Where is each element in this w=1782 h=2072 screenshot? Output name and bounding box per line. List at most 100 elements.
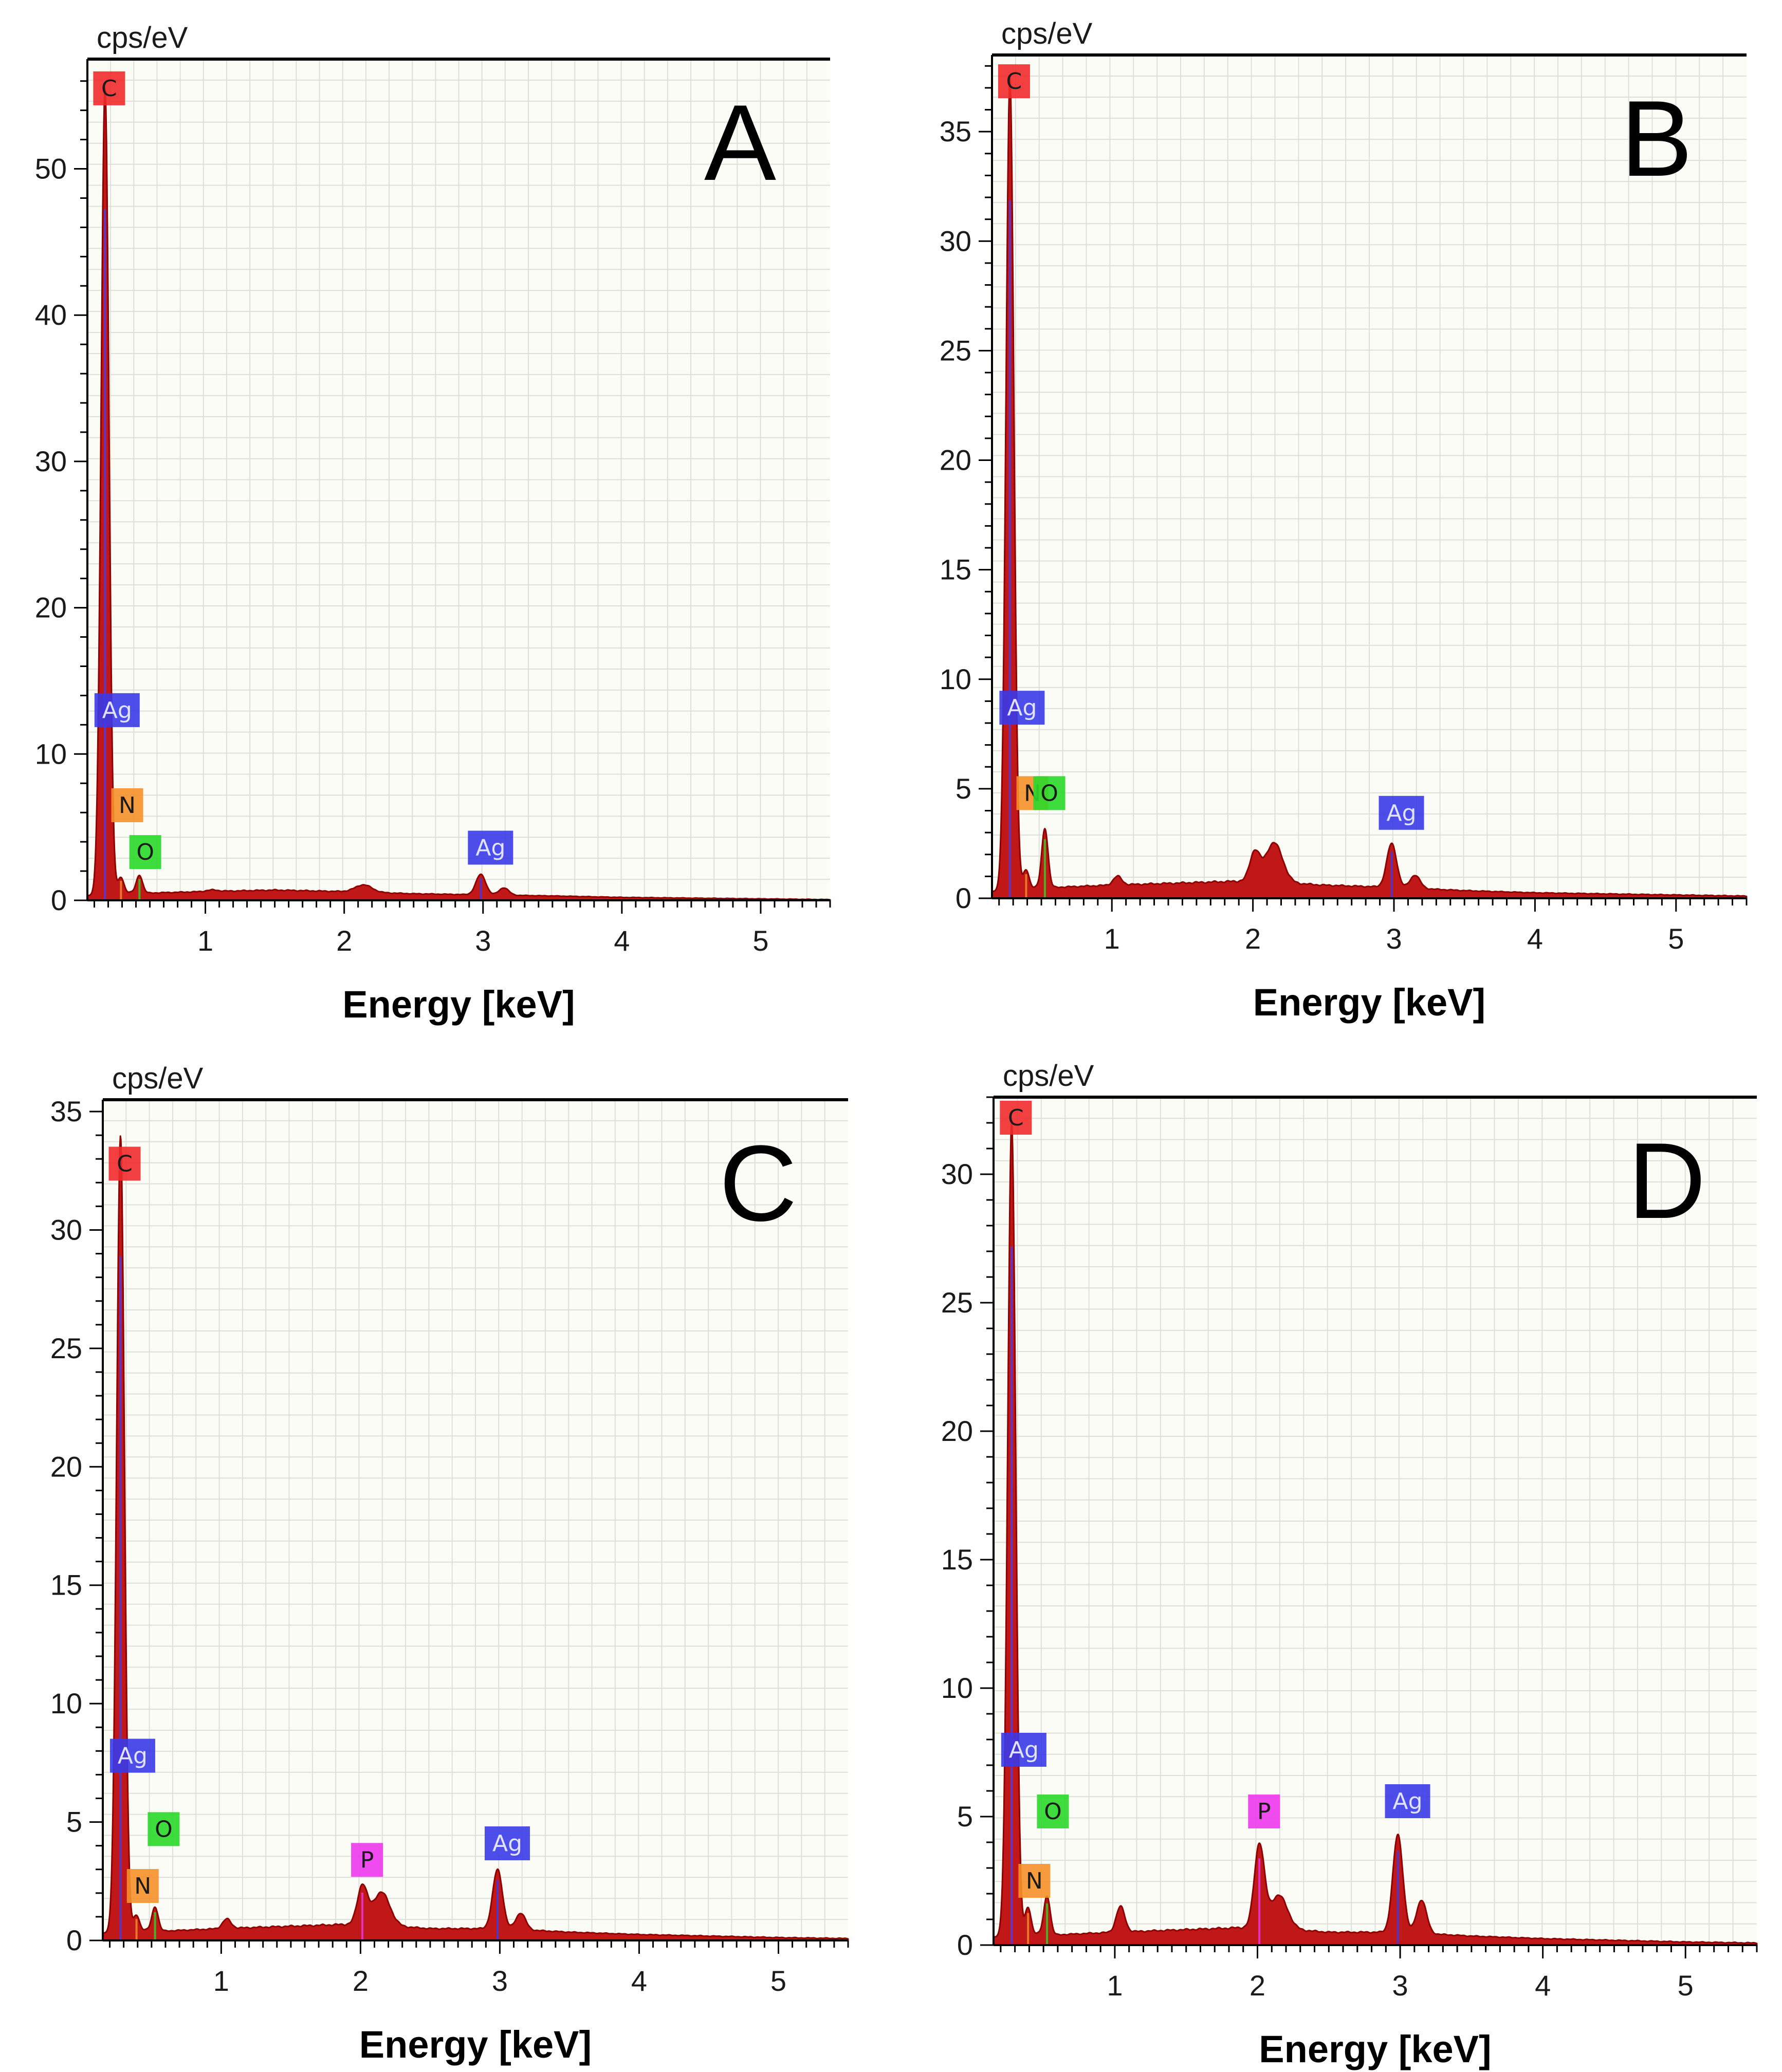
peak-label-text: Ag (1387, 800, 1417, 826)
y-tick-label: 5 (957, 1800, 973, 1833)
peak-label-text: O (1044, 1799, 1062, 1825)
peak-label-n: N (111, 788, 143, 822)
peak-label-box (1001, 1733, 1046, 1767)
spectrum-panel-a: 0 10 20 30 40 50 1 2 3 4 5 cps/eV Energy [keV] A C Ag NO… (35, 21, 831, 1026)
x-tick-label: 3 (475, 924, 491, 957)
grid-lines (992, 55, 1747, 898)
peak-label-box (998, 64, 1030, 99)
x-tick-label: 3 (1386, 922, 1402, 955)
y-tick-label: 20 (941, 1415, 973, 1447)
y-tick-label: 30 (50, 1213, 82, 1246)
peak-label-p: P (1248, 1794, 1280, 1828)
x-tick-label: 5 (752, 924, 768, 957)
peak-label-box (1018, 1864, 1051, 1898)
peak-label-box (109, 1738, 155, 1773)
grid-lines (87, 59, 830, 900)
y-tick-label: 5 (66, 1806, 82, 1838)
y-tick-label: 25 (940, 334, 971, 366)
peak-label-c: C (1000, 1101, 1032, 1135)
peak-label-o: O (129, 835, 161, 869)
panel-letter: D (1628, 1120, 1706, 1241)
peak-label-box (93, 71, 125, 105)
spectrum-panel-b: 0 5 10 15 20 25 30 35 1 2 3 4 5 cps/eV Energy [keV] B C A… (940, 17, 1748, 1024)
peak-label-text: Ag (102, 697, 132, 724)
x-tick-label: 2 (1245, 922, 1261, 955)
peak-label-text: N (1026, 1868, 1043, 1894)
x-tick-label: 2 (1250, 1969, 1265, 2002)
y-tick-label: 0 (66, 1924, 82, 1956)
spectrum-area (102, 1135, 849, 1941)
peak-label-box (148, 1812, 180, 1846)
x-tick-label: 3 (492, 1965, 508, 1997)
x-tick-label: 5 (1668, 922, 1684, 955)
spectrum-panel-c: 0 5 10 15 20 25 30 35 1 2 3 4 5 cps/eV Energy [keV] C C A… (50, 1062, 849, 2066)
x-tick-label: 4 (614, 924, 630, 957)
y-tick-label: 10 (941, 1672, 973, 1704)
x-tick-label: 2 (336, 924, 352, 957)
spectrum-panel-d: 0 5 10 15 20 25 30 1 2 3 4 5 cps/eV Energy [keV] D C Ag O… (941, 1059, 1758, 2070)
peak-label-box (1000, 1101, 1032, 1135)
peak-label-ag: Ag (999, 691, 1045, 725)
y-tick-label: 15 (50, 1569, 82, 1601)
y-tick-label: 10 (940, 663, 971, 695)
y-unit-label: cps/eV (112, 1062, 204, 1095)
x-tick-label: 1 (1104, 922, 1120, 955)
peak-label-text: C (1008, 1105, 1024, 1131)
y-tick-label: 30 (941, 1158, 973, 1190)
peak-label-box (485, 1826, 530, 1861)
peak-label-box (111, 788, 143, 822)
peak-label-p: P (351, 1843, 383, 1877)
grid-lines (103, 1100, 848, 1940)
peak-label-box (1379, 795, 1424, 830)
peak-label-ag: Ag (1379, 795, 1424, 830)
y-tick-label: 10 (50, 1687, 82, 1719)
peak-label-c: C (93, 71, 125, 105)
peak-label-c: C (998, 64, 1030, 99)
peak-label-box (126, 1869, 159, 1903)
peak-label-box (129, 835, 161, 869)
y-tick-label: 30 (35, 445, 67, 477)
panel-letter: A (704, 82, 776, 203)
y-tick-label: 40 (35, 299, 67, 331)
x-axis-title: Energy [keV] (359, 2023, 592, 2066)
x-tick-label: 4 (1527, 922, 1543, 955)
y-tick-label: 15 (940, 553, 971, 586)
spectrum-area (991, 77, 1748, 899)
peak-label-text: Ag (118, 1743, 148, 1769)
y-tick-label: 30 (940, 225, 971, 257)
panel-letter: B (1621, 78, 1693, 199)
peak-label-box (1037, 1794, 1069, 1828)
peak-label-text: Ag (492, 1830, 522, 1857)
peak-label-box (94, 693, 140, 727)
peak-label-text: Ag (1009, 1737, 1039, 1763)
panel-letter: C (719, 1123, 797, 1244)
y-tick-label: 5 (956, 772, 971, 805)
peak-label-ag: Ag (94, 693, 140, 727)
spectrum-area (993, 1123, 1758, 1946)
y-tick-label: 25 (50, 1332, 82, 1364)
y-tick-label: 35 (50, 1095, 82, 1127)
peak-label-text: P (1257, 1799, 1271, 1825)
peak-label-text: Ag (1007, 695, 1037, 721)
peak-label-ag: Ag (485, 1826, 530, 1861)
peak-label-text: Ag (475, 835, 505, 861)
peak-label-text: O (155, 1816, 173, 1842)
peak-label-text: N (134, 1873, 151, 1899)
x-tick-label: 5 (770, 1965, 786, 1997)
y-tick-label: 25 (941, 1286, 973, 1319)
y-tick-label: 35 (940, 115, 971, 147)
y-tick-label: 50 (35, 153, 67, 185)
peak-label-text: N (119, 792, 136, 819)
x-tick-label: 3 (1392, 1969, 1408, 2002)
y-tick-label: 0 (957, 1929, 973, 1961)
peak-label-o: O (1037, 1794, 1069, 1828)
peak-label-box (108, 1146, 141, 1181)
y-tick-label: 10 (35, 737, 67, 770)
y-tick-label: 0 (956, 882, 971, 914)
y-unit-label: cps/eV (1001, 17, 1093, 50)
y-tick-label: 20 (35, 591, 67, 624)
x-tick-label: 4 (631, 1965, 647, 1997)
y-tick-label: 15 (941, 1543, 973, 1576)
peak-label-ag: Ag (468, 830, 513, 865)
